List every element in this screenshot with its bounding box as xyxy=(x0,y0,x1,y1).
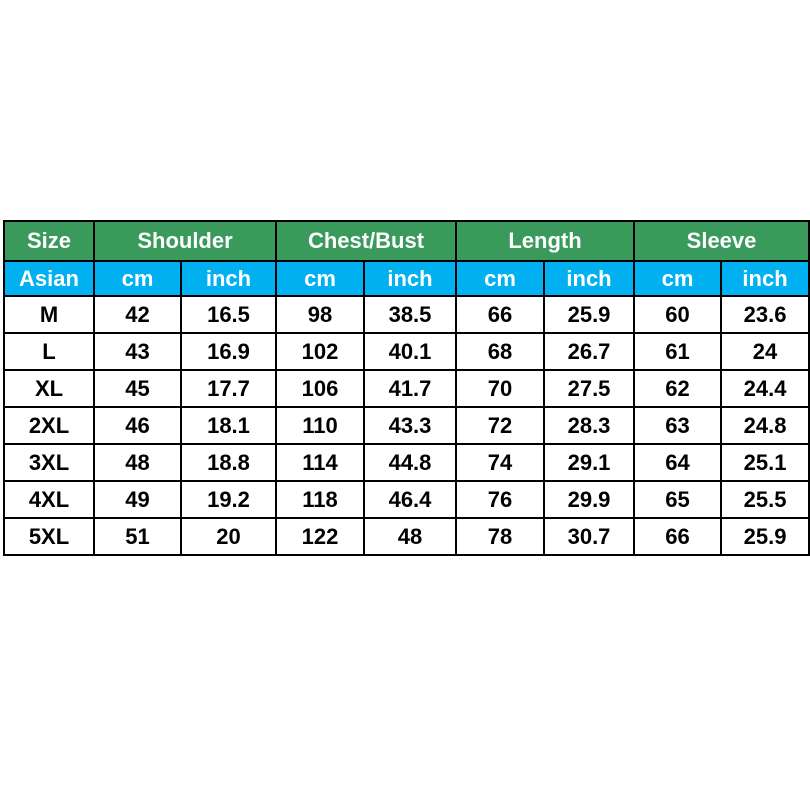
data-row: L 43 16.9 102 40.1 68 26.7 61 24 xyxy=(3,332,810,371)
unit-header-row: Asian cm inch cm inch cm inch cm inch xyxy=(3,260,810,297)
measurement: 98 xyxy=(275,295,365,334)
measurement: 18.1 xyxy=(180,406,277,445)
size-label: 5XL xyxy=(3,517,95,556)
group-header: Length xyxy=(454,220,636,262)
measurement: 17.7 xyxy=(180,369,277,408)
measurement: 70 xyxy=(455,369,545,408)
data-row: XL 45 17.7 106 41.7 70 27.5 62 24.4 xyxy=(3,369,810,408)
measurement: 106 xyxy=(275,369,365,408)
measurement: 110 xyxy=(275,406,365,445)
measurement: 61 xyxy=(633,332,723,371)
measurement: 45 xyxy=(93,369,182,408)
unit-header: cm xyxy=(93,260,182,297)
measurement: 60 xyxy=(633,295,723,334)
measurement: 41.7 xyxy=(363,369,457,408)
measurement: 48 xyxy=(363,517,457,556)
size-label: 4XL xyxy=(3,480,95,519)
measurement: 29.9 xyxy=(542,480,636,519)
measurement: 65 xyxy=(633,480,723,519)
data-row: M 42 16.5 98 38.5 66 25.9 60 23.6 xyxy=(3,295,810,334)
measurement: 42 xyxy=(93,295,182,334)
group-header: Sleeve xyxy=(633,220,810,262)
unit-header: cm xyxy=(455,260,545,297)
data-row: 3XL 48 18.8 114 44.8 74 29.1 64 25.1 xyxy=(3,443,810,482)
measurement: 118 xyxy=(275,480,365,519)
measurement: 51 xyxy=(93,517,182,556)
measurement: 62 xyxy=(633,369,723,408)
measurement: 19.2 xyxy=(180,480,277,519)
measurement: 25.5 xyxy=(720,480,810,519)
measurement: 66 xyxy=(455,295,545,334)
unit-header: inch xyxy=(363,260,457,297)
group-header-row: Size Shoulder Chest/Bust Length Sleeve xyxy=(3,220,810,262)
measurement: 25.9 xyxy=(720,517,810,556)
unit-header: Asian xyxy=(3,260,95,297)
measurement: 18.8 xyxy=(180,443,277,482)
measurement: 23.6 xyxy=(720,295,810,334)
measurement: 114 xyxy=(275,443,365,482)
measurement: 16.5 xyxy=(180,295,277,334)
unit-header: cm xyxy=(275,260,365,297)
unit-header: cm xyxy=(633,260,723,297)
measurement: 64 xyxy=(633,443,723,482)
measurement: 44.8 xyxy=(363,443,457,482)
measurement: 24.4 xyxy=(720,369,810,408)
measurement: 43.3 xyxy=(363,406,457,445)
measurement: 46 xyxy=(93,406,182,445)
measurement: 46.4 xyxy=(363,480,457,519)
unit-header: inch xyxy=(720,260,810,297)
measurement: 24 xyxy=(720,332,810,371)
measurement: 49 xyxy=(93,480,182,519)
measurement: 30.7 xyxy=(542,517,636,556)
measurement: 48 xyxy=(93,443,182,482)
data-row: 4XL 49 19.2 118 46.4 76 29.9 65 25.5 xyxy=(3,480,810,519)
measurement: 72 xyxy=(455,406,545,445)
measurement: 16.9 xyxy=(180,332,277,371)
group-header: Chest/Bust xyxy=(275,220,457,262)
measurement: 25.9 xyxy=(542,295,636,334)
measurement: 76 xyxy=(455,480,545,519)
size-label: 2XL xyxy=(3,406,95,445)
measurement: 122 xyxy=(275,517,365,556)
measurement: 27.5 xyxy=(542,369,636,408)
size-label: XL xyxy=(3,369,95,408)
measurement: 28.3 xyxy=(542,406,636,445)
unit-header: inch xyxy=(542,260,636,297)
measurement: 74 xyxy=(455,443,545,482)
measurement: 63 xyxy=(633,406,723,445)
measurement: 68 xyxy=(455,332,545,371)
measurement: 43 xyxy=(93,332,182,371)
measurement: 24.8 xyxy=(720,406,810,445)
measurement: 102 xyxy=(275,332,365,371)
measurement: 29.1 xyxy=(542,443,636,482)
data-row: 2XL 46 18.1 110 43.3 72 28.3 63 24.8 xyxy=(3,406,810,445)
size-table: Size Shoulder Chest/Bust Length Sleeve Asian c… xyxy=(3,220,810,556)
size-label: M xyxy=(3,295,95,334)
size-label: L xyxy=(3,332,95,371)
measurement: 40.1 xyxy=(363,332,457,371)
measurement: 78 xyxy=(455,517,545,556)
measurement: 66 xyxy=(633,517,723,556)
unit-header: inch xyxy=(180,260,277,297)
measurement: 20 xyxy=(180,517,277,556)
group-header: Size xyxy=(3,220,95,262)
size-label: 3XL xyxy=(3,443,95,482)
measurement: 26.7 xyxy=(542,332,636,371)
group-header: Shoulder xyxy=(93,220,277,262)
data-row: 5XL 51 20 122 48 78 30.7 66 25.9 xyxy=(3,517,810,556)
measurement: 25.1 xyxy=(720,443,810,482)
measurement: 38.5 xyxy=(363,295,457,334)
